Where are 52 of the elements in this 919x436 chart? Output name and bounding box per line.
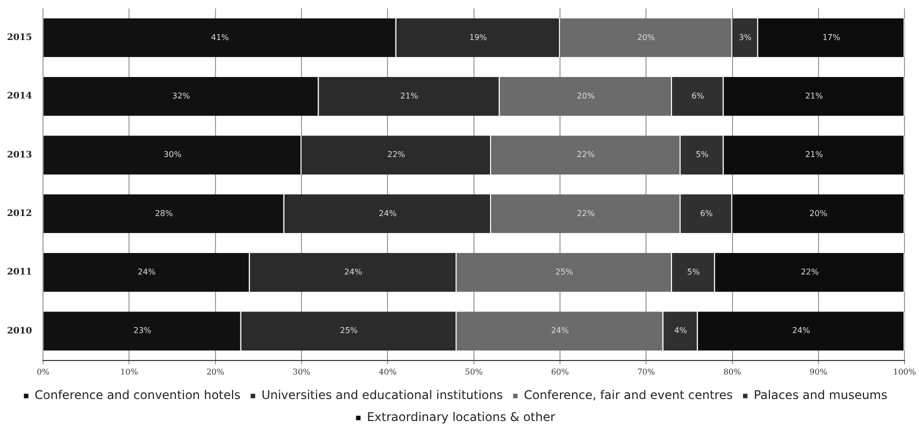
text: 22% <box>800 267 819 276</box>
x-tick-label: 100% <box>893 367 916 376</box>
x-tick-label: 0% <box>36 367 50 376</box>
text: 23% <box>133 326 152 336</box>
text: 32% <box>172 91 190 100</box>
text: 24% <box>378 208 397 218</box>
text: 24% <box>551 326 569 336</box>
x-tick-label: 20% <box>206 367 225 376</box>
x-tick-label: 80% <box>723 367 742 376</box>
text: 6% <box>691 91 704 100</box>
text: 3% <box>738 32 752 42</box>
y-tick-label: 2010 <box>6 326 32 336</box>
x-tick-label: 40% <box>378 367 397 376</box>
legend-label: Conference, fair and event centres <box>524 388 733 402</box>
legend-label: Universities and educational institutions <box>261 388 503 402</box>
text: 41% <box>211 32 229 42</box>
text: 24% <box>792 326 810 336</box>
y-tick-label: 2013 <box>6 150 32 160</box>
x-tick-label: 60% <box>551 367 570 376</box>
text: 30% <box>164 150 182 160</box>
text: 20% <box>810 208 828 218</box>
y-tick-label: 2014 <box>6 92 32 102</box>
x-tick-label: 50% <box>464 367 484 376</box>
text: 5% <box>687 267 700 276</box>
text: 25% <box>555 267 574 276</box>
text: 5% <box>696 150 708 160</box>
text: 24% <box>138 267 156 276</box>
text: 21% <box>400 91 418 100</box>
legend-label: Extraordinary locations & other <box>366 410 556 424</box>
text: 21% <box>805 150 823 160</box>
legend-label: Palaces and museums <box>754 388 888 402</box>
text: 22% <box>576 150 595 160</box>
text: 22% <box>387 150 406 160</box>
x-tick-label: 90% <box>810 367 828 376</box>
text: 22% <box>576 208 595 218</box>
text: 20% <box>637 32 655 42</box>
text: 24% <box>344 267 362 276</box>
legend-label: Conference and convention hotels <box>34 388 240 402</box>
x-tick-label: 30% <box>292 367 311 376</box>
text: 17% <box>822 32 840 42</box>
x-tick-label: 10% <box>120 367 138 376</box>
y-tick-label: 2011 <box>6 268 32 278</box>
y-tick-label: 2012 <box>6 209 32 220</box>
text: 19% <box>469 32 488 42</box>
text: 25% <box>340 326 358 336</box>
text: 20% <box>576 91 595 100</box>
text: 28% <box>155 208 173 218</box>
x-tick-label: 70% <box>637 367 656 376</box>
text: 21% <box>805 91 823 100</box>
text: 6% <box>700 208 713 218</box>
y-tick-label: 2015 <box>6 33 32 44</box>
text: 4% <box>674 326 687 336</box>
